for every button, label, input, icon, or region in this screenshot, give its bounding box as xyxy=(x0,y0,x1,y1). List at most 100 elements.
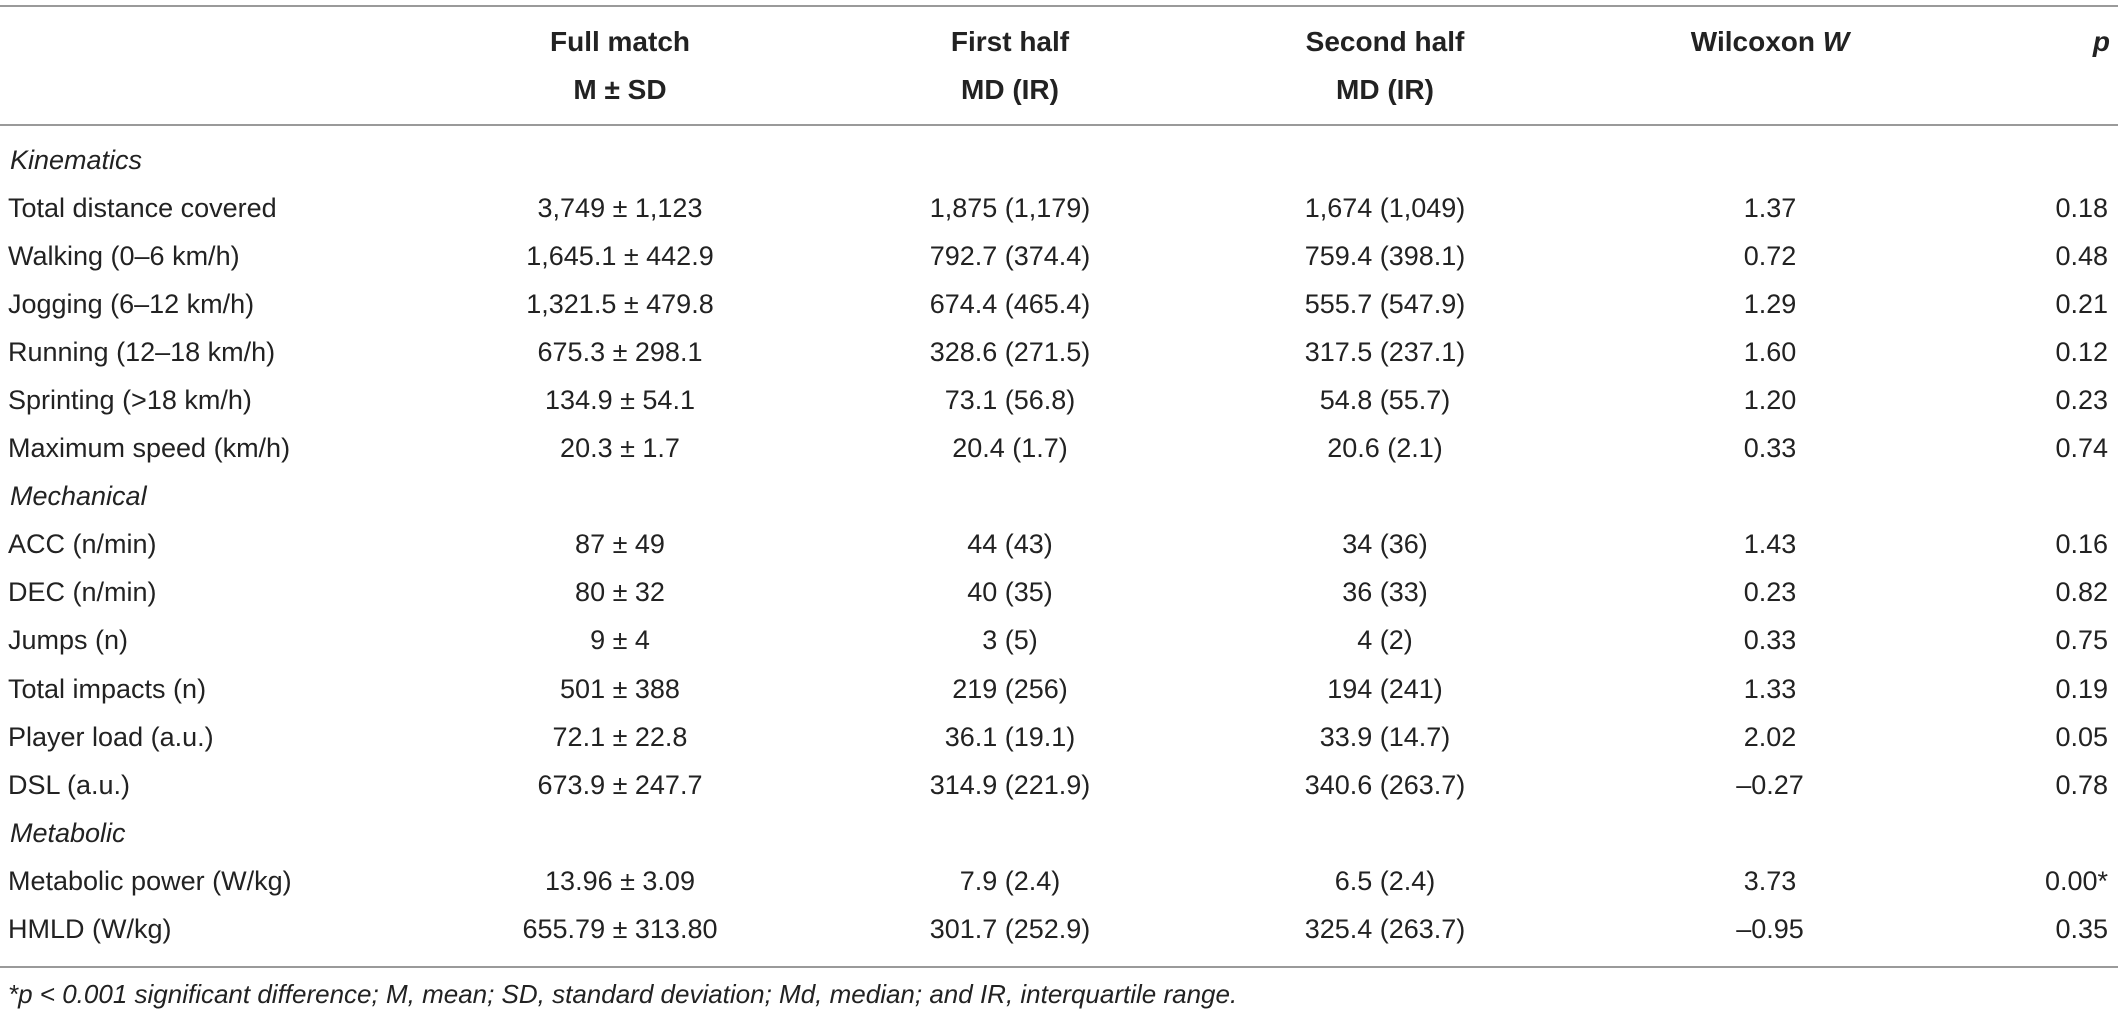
section-row: Kinematics xyxy=(0,136,2118,184)
table-row: Player load (a.u.) 72.1 ± 22.8 36.1 (19.1)… xyxy=(0,713,2118,761)
row-label: Total distance covered xyxy=(8,193,277,224)
section-label: Metabolic xyxy=(10,817,126,848)
cell-full-match: 20.3 ± 1.7 xyxy=(560,433,680,464)
cell-wilcoxon: 1.20 xyxy=(1743,385,1797,416)
cell-full-match: 13.96 ± 3.09 xyxy=(545,865,695,896)
cell-full-match: 9 ± 4 xyxy=(590,625,650,656)
section-row: Mechanical xyxy=(0,472,2118,520)
cell-p: 0.00* xyxy=(2044,865,2108,896)
cell-second-half: 194 (241) xyxy=(1327,673,1443,704)
table-row: Jumps (n) 9 ± 4 3 (5) 4 (2) 0.33 0.75 xyxy=(0,616,2118,664)
row-label: Jumps (n) xyxy=(8,625,129,656)
cell-p: 0.18 xyxy=(2055,193,2108,224)
cell-full-match: 134.9 ± 54.1 xyxy=(545,385,695,416)
cell-full-match: 675.3 ± 298.1 xyxy=(537,337,703,368)
cell-p: 0.21 xyxy=(2055,289,2108,320)
cell-second-half: 20.6 (2.1) xyxy=(1327,433,1443,464)
header-p-label: p xyxy=(2092,26,2110,57)
bottom-rule xyxy=(0,966,2118,968)
cell-second-half: 54.8 (55.7) xyxy=(1319,385,1451,416)
cell-p: 0.48 xyxy=(2055,241,2108,272)
cell-p: 0.78 xyxy=(2055,769,2108,800)
header-first-half-label: First half xyxy=(950,26,1070,57)
header-full-match-label: Full match xyxy=(549,26,690,57)
header-first-half-sub: MD (IR) xyxy=(961,74,1059,105)
cell-first-half: 20.4 (1.7) xyxy=(952,433,1068,464)
table-row: Total distance covered 3,749 ± 1,123 1,875… xyxy=(0,184,2118,232)
header-second-half: Second half MD (IR) xyxy=(1255,18,1515,114)
cell-first-half: 40 (35) xyxy=(967,577,1053,608)
cell-wilcoxon: 1.43 xyxy=(1743,529,1797,560)
cell-wilcoxon: 1.29 xyxy=(1743,289,1797,320)
table-row: Maximum speed (km/h) 20.3 ± 1.7 20.4 (1.7)… xyxy=(0,424,2118,472)
cell-second-half: 1,674 (1,049) xyxy=(1304,193,1466,224)
cell-p: 0.16 xyxy=(2055,529,2108,560)
cell-full-match: 655.79 ± 313.80 xyxy=(522,913,718,944)
table-row: DEC (n/min) 80 ± 32 40 (35) 36 (33) 0.23 0.82 xyxy=(0,568,2118,616)
cell-full-match: 1,645.1 ± 442.9 xyxy=(526,241,714,272)
cell-first-half: 314.9 (221.9) xyxy=(929,769,1091,800)
cell-p: 0.74 xyxy=(2055,433,2108,464)
row-label: Jogging (6–12 km/h) xyxy=(8,289,255,320)
cell-first-half: 73.1 (56.8) xyxy=(944,385,1076,416)
row-label: Walking (0–6 km/h) xyxy=(8,241,240,272)
cell-p: 0.05 xyxy=(2055,721,2108,752)
header-second-half-label: Second half xyxy=(1305,26,1465,57)
header-wilcoxon-label: Wilcoxon xyxy=(1690,26,1823,57)
row-label: Metabolic power (W/kg) xyxy=(8,865,292,896)
table-body: Kinematics Total distance covered 3,749 ± … xyxy=(0,136,2118,953)
table-row: Running (12–18 km/h) 675.3 ± 298.1 328.6 (… xyxy=(0,328,2118,376)
cell-wilcoxon: 0.23 xyxy=(1743,577,1797,608)
row-label: Sprinting (>18 km/h) xyxy=(8,385,252,416)
row-label: DSL (a.u.) xyxy=(8,769,131,800)
section-label: Mechanical xyxy=(10,481,147,512)
cell-first-half: 44 (43) xyxy=(967,529,1053,560)
table-footnote: *p < 0.001 significant difference; M, me… xyxy=(8,979,1238,1009)
cell-first-half: 301.7 (252.9) xyxy=(929,913,1091,944)
cell-second-half: 340.6 (263.7) xyxy=(1304,769,1466,800)
header-second-half-sub: MD (IR) xyxy=(1336,74,1434,105)
cell-p: 0.82 xyxy=(2055,577,2108,608)
cell-full-match: 3,749 ± 1,123 xyxy=(537,193,703,224)
row-label: Total impacts (n) xyxy=(8,673,207,704)
header-wilcoxon-w: W xyxy=(1822,26,1850,57)
row-label: Running (12–18 km/h) xyxy=(8,337,276,368)
cell-second-half: 759.4 (398.1) xyxy=(1304,241,1466,272)
table-row: Metabolic power (W/kg) 13.96 ± 3.09 7.9 (2… xyxy=(0,857,2118,905)
table-row: Sprinting (>18 km/h) 134.9 ± 54.1 73.1 (56… xyxy=(0,376,2118,424)
cell-second-half: 36 (33) xyxy=(1342,577,1428,608)
header-rule xyxy=(0,124,2118,126)
cell-first-half: 674.4 (465.4) xyxy=(929,289,1091,320)
row-label: HMLD (W/kg) xyxy=(8,913,172,944)
section-label: Kinematics xyxy=(10,145,143,175)
cell-second-half: 4 (2) xyxy=(1357,625,1413,656)
header-p: p xyxy=(2030,18,2110,66)
cell-first-half: 328.6 (271.5) xyxy=(929,337,1091,368)
cell-first-half: 3 (5) xyxy=(982,625,1038,656)
cell-full-match: 72.1 ± 22.8 xyxy=(552,721,688,752)
table-row: Total impacts (n) 501 ± 388 219 (256) 194 (… xyxy=(0,665,2118,713)
table-row: Jogging (6–12 km/h) 1,321.5 ± 479.8 674.4 … xyxy=(0,280,2118,328)
cell-second-half: 34 (36) xyxy=(1342,529,1428,560)
cell-p: 0.19 xyxy=(2055,673,2108,704)
cell-wilcoxon: 3.73 xyxy=(1743,865,1797,896)
cell-wilcoxon: –0.95 xyxy=(1736,913,1804,944)
header-full-match: Full match M ± SD xyxy=(470,18,770,114)
cell-p: 0.35 xyxy=(2055,913,2108,944)
row-label: Player load (a.u.) xyxy=(8,721,214,752)
cell-wilcoxon: 0.33 xyxy=(1743,433,1797,464)
cell-first-half: 7.9 (2.4) xyxy=(959,865,1061,896)
cell-wilcoxon: 0.72 xyxy=(1743,241,1797,272)
cell-full-match: 501 ± 388 xyxy=(560,673,680,704)
top-rule xyxy=(0,5,2118,7)
header-first-half: First half MD (IR) xyxy=(880,18,1140,114)
cell-second-half: 6.5 (2.4) xyxy=(1334,865,1436,896)
cell-first-half: 1,875 (1,179) xyxy=(929,193,1091,224)
row-label: Maximum speed (km/h) xyxy=(8,433,291,464)
header-wilcoxon: Wilcoxon W xyxy=(1620,18,1920,66)
cell-wilcoxon: 1.33 xyxy=(1743,673,1797,704)
cell-first-half: 219 (256) xyxy=(952,673,1068,704)
cell-full-match: 80 ± 32 xyxy=(575,577,665,608)
cell-full-match: 87 ± 49 xyxy=(575,529,665,560)
table-row: Walking (0–6 km/h) 1,645.1 ± 442.9 792.7 (… xyxy=(0,232,2118,280)
